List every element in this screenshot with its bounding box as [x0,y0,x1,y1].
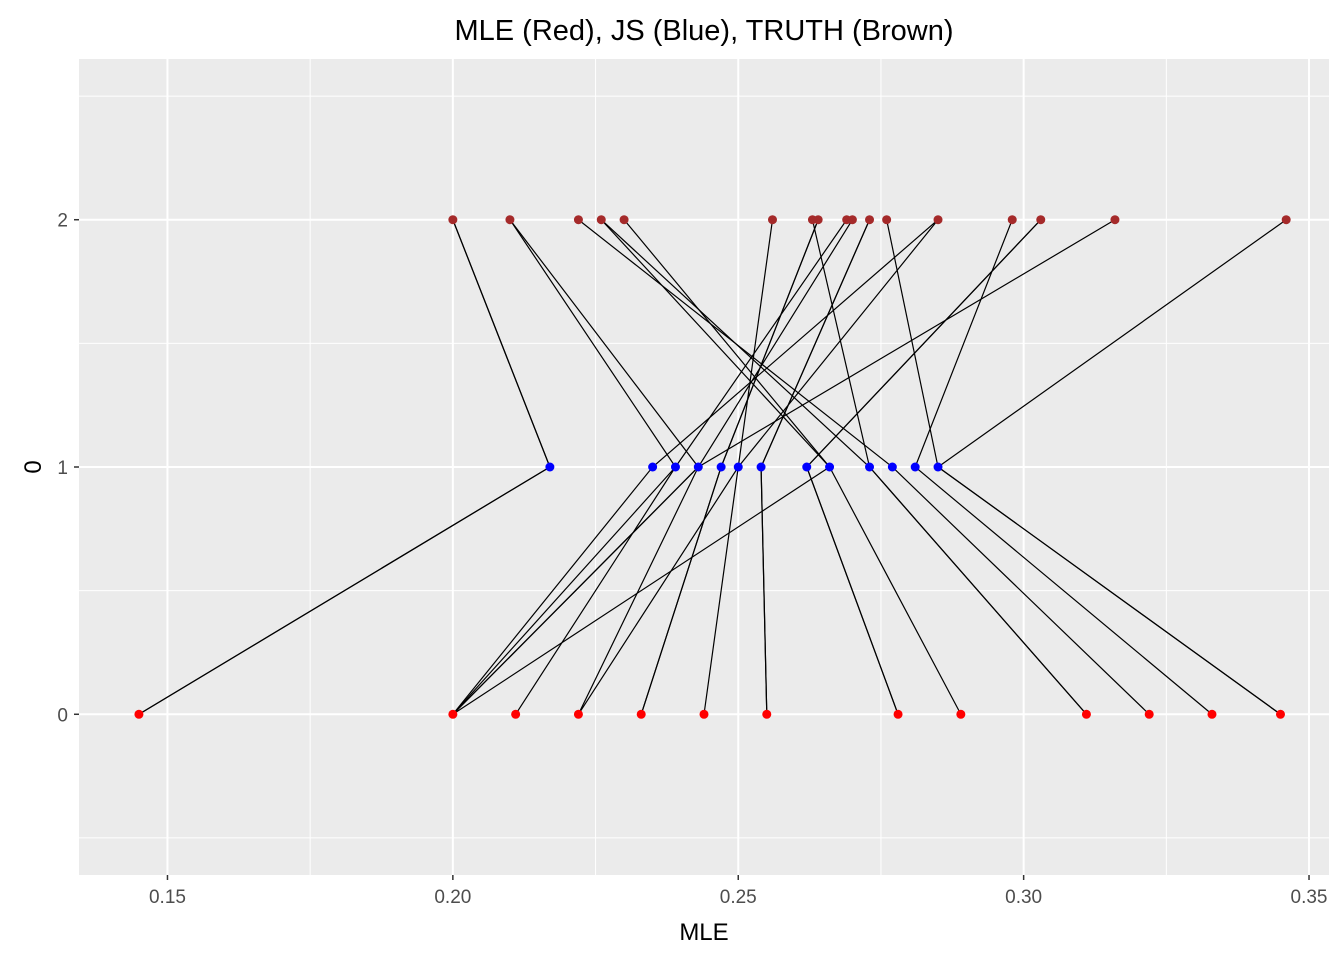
truth-point [882,215,892,225]
mle-point [448,709,458,719]
data-points [134,215,1291,719]
truth-point [1036,215,1046,225]
js-point [865,462,875,472]
mle-point [762,709,772,719]
truth-point [1281,215,1291,225]
mle-point [573,709,583,719]
x-tick-label: 0.15 [149,887,186,908]
x-tick-label: 0.25 [720,887,757,908]
js-point [693,462,703,472]
js-point [733,462,743,472]
truth-point [448,215,458,225]
mle-point [1081,709,1091,719]
js-point [545,462,555,472]
y-tick-label: 0 [57,705,68,726]
truth-point [1110,215,1120,225]
js-point [933,462,943,472]
mle-point [134,709,144,719]
mle-point [699,709,709,719]
js-point [802,462,812,472]
x-axis-ticks: 0.15 0.20 0.25 0.30 0.35 [149,875,1328,908]
y-tick-label: 1 [57,458,68,479]
js-point [825,462,835,472]
truth-point [1007,215,1017,225]
x-tick-label: 0.30 [1005,887,1042,908]
truth-point [865,215,875,225]
js-point [756,462,766,472]
js-point [887,462,897,472]
js-point [716,462,726,472]
mle-point [636,709,646,719]
truth-point [847,215,857,225]
truth-point [933,215,943,225]
mle-point [511,709,521,719]
truth-point [596,215,606,225]
x-tick-label: 0.35 [1291,887,1328,908]
mle-point [1207,709,1217,719]
truth-point [505,215,515,225]
js-point [670,462,680,472]
js-point [910,462,920,472]
mle-point [1144,709,1154,719]
truth-point [813,215,823,225]
mle-point [1275,709,1285,719]
y-tick-label: 2 [57,211,68,232]
truth-point [767,215,777,225]
chart-title: MLE (Red), JS (Blue), TRUTH (Brown) [455,15,954,47]
mle-point [893,709,903,719]
y-axis-ticks: 0 1 2 [57,211,79,726]
x-axis-title: MLE [679,919,728,946]
truth-point [573,215,583,225]
mle-point [956,709,966,719]
truth-point [619,215,629,225]
js-point [648,462,658,472]
x-tick-label: 0.20 [434,887,471,908]
y-axis-title: 0 [20,460,47,473]
